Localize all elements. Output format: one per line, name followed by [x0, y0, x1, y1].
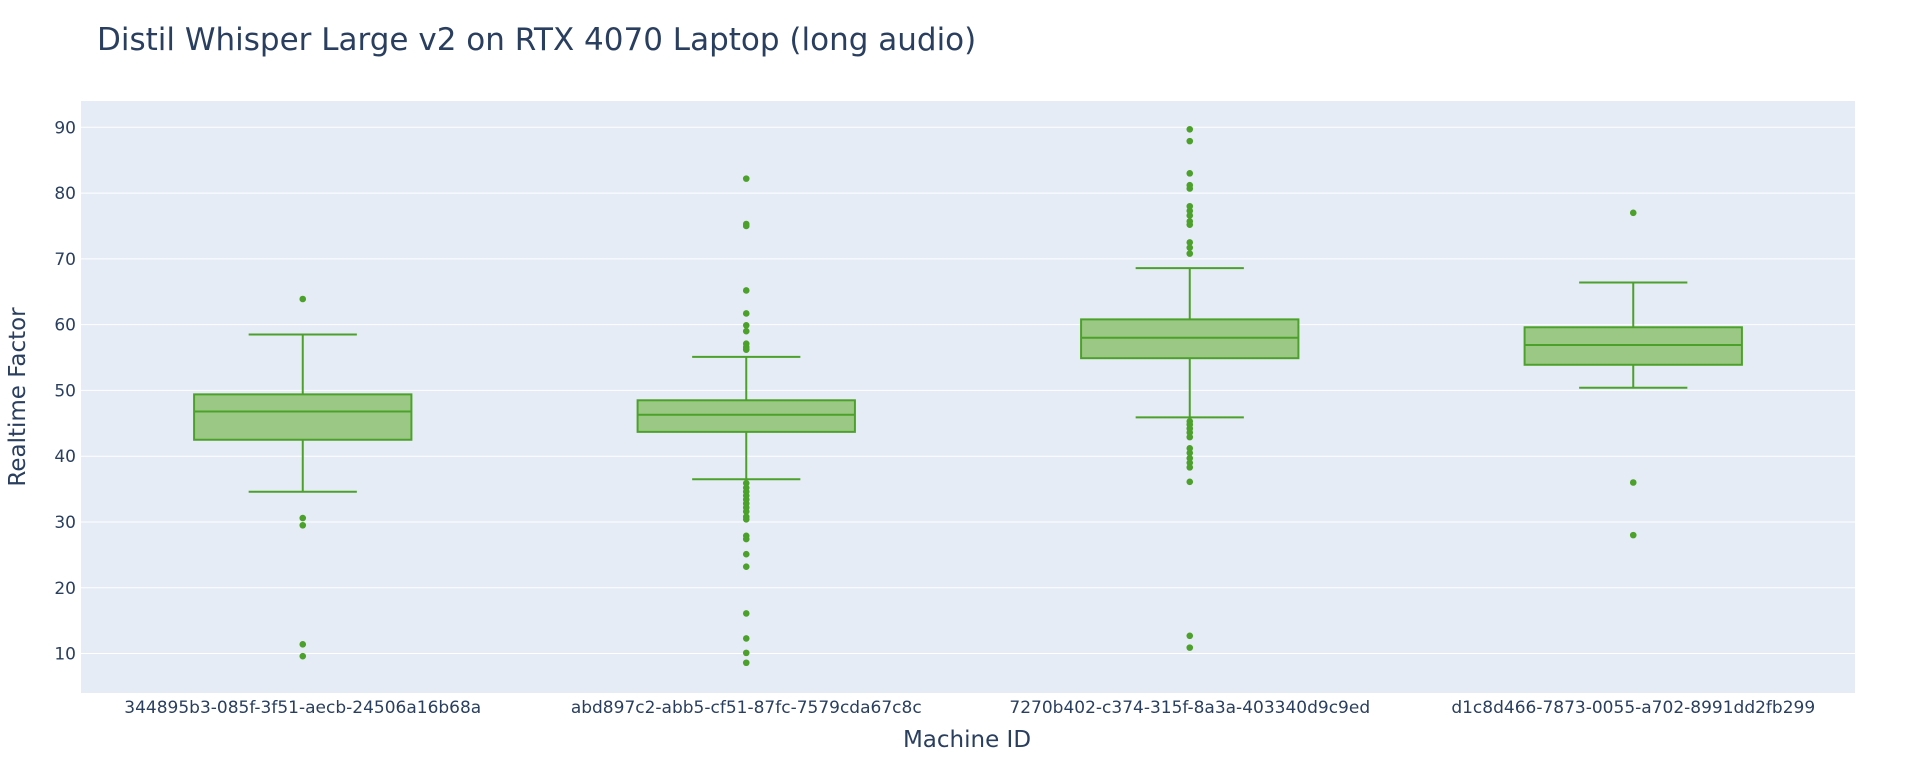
outlier-point — [1186, 454, 1194, 462]
outlier-point — [1186, 125, 1194, 133]
y-tick-label: 90 — [54, 118, 76, 138]
outlier-point — [1186, 202, 1194, 210]
outlier-point — [1629, 479, 1637, 486]
y-tick-label: 10 — [54, 645, 76, 665]
outlier-point — [1186, 170, 1194, 177]
y-tick-label: 20 — [54, 579, 76, 599]
box-group — [1080, 125, 1300, 651]
outlier-point — [1186, 449, 1194, 457]
outlier-point — [1186, 459, 1194, 467]
outlier-point — [1186, 433, 1194, 441]
outlier-point — [742, 563, 750, 571]
outlier-point — [742, 659, 750, 667]
grid-lines — [81, 126, 1855, 655]
x-tick-label: 7270b402-c374-315f-8a3a-403340d9c9ed — [1009, 698, 1370, 718]
y-tick-label: 60 — [54, 316, 76, 336]
x-tick-label: d1c8d466-7873-0055-a702-8991dd2fb299 — [1451, 698, 1815, 718]
outlier-point — [742, 635, 750, 642]
outlier-point — [1186, 221, 1194, 228]
y-tick-label: 80 — [54, 184, 76, 204]
outlier-point — [742, 175, 750, 182]
iqr-box — [193, 393, 413, 441]
outlier-point — [742, 287, 750, 294]
outlier-point — [299, 641, 307, 648]
outlier-point — [1186, 137, 1194, 145]
x-axis-title: Machine ID — [903, 727, 1031, 753]
outlier-point — [742, 535, 750, 543]
outlier-point — [742, 310, 750, 317]
outlier-point — [299, 652, 307, 660]
outlier-point — [742, 508, 750, 515]
iqr-box — [636, 399, 856, 433]
outlier-point — [742, 479, 750, 487]
y-axis-ticks: 10 20 30 40 50 60 70 80 90 — [54, 118, 76, 664]
outlier-point — [1186, 632, 1194, 640]
y-tick-label: 40 — [54, 447, 76, 467]
outlier-point — [1186, 429, 1194, 436]
outlier-point — [742, 550, 750, 558]
outlier-point — [1186, 464, 1194, 471]
y-tick-label: 50 — [54, 381, 76, 401]
box-group — [636, 175, 856, 667]
outlier-point — [742, 222, 750, 230]
outlier-point — [742, 322, 750, 329]
outlier-point — [1629, 531, 1637, 539]
outlier-point — [1186, 478, 1194, 486]
x-tick-label: 344895b3-085f-3f51-aecb-24506a16b68a — [124, 698, 481, 718]
outlier-point — [1186, 644, 1194, 651]
outlier-point — [1629, 209, 1637, 217]
outlier-point — [742, 610, 750, 617]
outlier-point — [742, 346, 750, 353]
box-group — [193, 295, 413, 660]
outlier-point — [1186, 207, 1194, 215]
outlier-point — [299, 514, 307, 522]
box-group — [1523, 209, 1743, 539]
outlier-point — [1186, 250, 1194, 257]
outlier-point — [742, 327, 750, 335]
outlier-point — [1186, 445, 1194, 452]
x-tick-label: abd897c2-abb5-cf51-87fc-7579cda67c8c — [571, 698, 922, 718]
chart-title: Distil Whisper Large v2 on RTX 4070 Lapt… — [97, 22, 976, 58]
box-series — [193, 125, 1743, 667]
outlier-point — [1186, 239, 1194, 246]
y-axis-title: Realtime Factor — [5, 307, 31, 487]
x-axis-ticks: 344895b3-085f-3f51-aecb-24506a16b68a abd8… — [124, 698, 1815, 718]
outlier-point — [1186, 185, 1194, 192]
outlier-point — [1186, 244, 1194, 251]
outlier-point — [299, 295, 307, 303]
outlier-point — [742, 649, 750, 657]
y-tick-label: 30 — [54, 513, 76, 533]
y-tick-label: 70 — [54, 250, 76, 270]
outlier-point — [299, 521, 307, 529]
outlier-point — [1186, 212, 1194, 219]
outlier-point — [742, 516, 750, 523]
